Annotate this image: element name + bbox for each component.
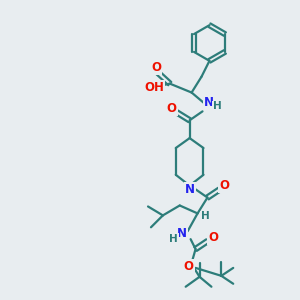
Text: O: O	[167, 102, 177, 115]
Text: O: O	[184, 260, 194, 273]
Text: H: H	[213, 101, 222, 111]
Text: N: N	[177, 227, 187, 240]
Text: OH: OH	[144, 81, 164, 94]
Text: O: O	[151, 61, 161, 74]
Text: H: H	[169, 234, 178, 244]
Text: O: O	[208, 231, 218, 244]
Text: O: O	[219, 179, 229, 192]
Text: H: H	[201, 212, 210, 221]
Text: N: N	[184, 183, 195, 196]
Text: N: N	[203, 96, 214, 109]
